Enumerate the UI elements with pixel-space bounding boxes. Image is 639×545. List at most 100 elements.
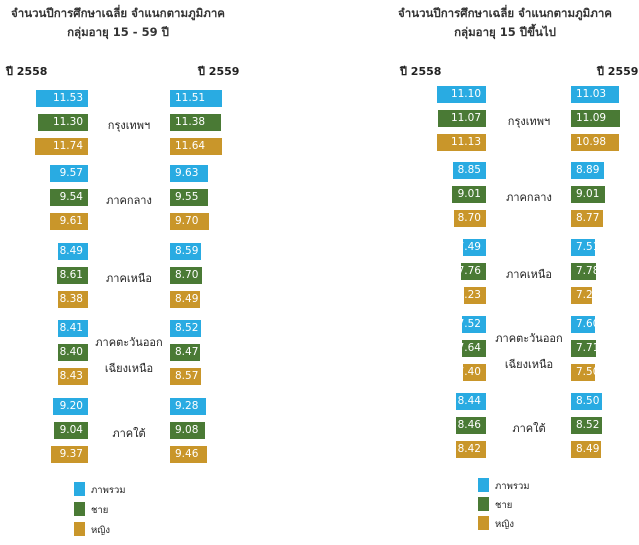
- bar-value-label: 9.70: [175, 215, 199, 227]
- legend-swatch: [478, 497, 489, 511]
- region-label: ภาคกลาง: [106, 193, 152, 207]
- legend-label: ภาพรวม: [91, 485, 126, 496]
- bar-value-label: 9.61: [59, 215, 83, 227]
- bar-2558: 11.07: [438, 110, 486, 127]
- bar-2559: 8.59: [170, 243, 201, 260]
- bar-2559: 9.55: [170, 189, 208, 206]
- bar-value-label: 9.01: [576, 188, 600, 200]
- legend-label: หญิง: [91, 525, 110, 536]
- bar-value-label: 7.64: [457, 342, 481, 354]
- region-label: ภาคเหนือ: [506, 267, 552, 281]
- bar-value-label: 8.47: [175, 346, 199, 358]
- region-label: ภาคตะวันออก: [495, 331, 563, 345]
- bar-value-label: 7.40: [457, 366, 481, 378]
- bar-2558: 11.30: [38, 114, 88, 131]
- region-label: ภาคใต้: [112, 426, 146, 440]
- legend-label: ภาพรวม: [495, 481, 530, 492]
- bar-2558: 7.64: [458, 340, 486, 357]
- legend-swatch: [478, 516, 489, 530]
- bar-2558: 8.61: [57, 267, 88, 284]
- bar-value-label: 11.13: [450, 136, 481, 148]
- bar-value-label: 8.50: [576, 395, 600, 407]
- bar-value-label: 8.59: [175, 245, 199, 257]
- left-year-label: ปี 2558: [400, 65, 442, 78]
- bar-2558: 11.10: [437, 86, 486, 103]
- legend-label: หญิง: [495, 519, 514, 530]
- bar-2558: 7.23: [458, 287, 486, 304]
- bar-value-label: 8.41: [59, 322, 83, 334]
- bar-2559: 7.60: [571, 316, 599, 333]
- bar-value-label: 8.42: [457, 443, 481, 455]
- bar-value-label: 8.40: [59, 346, 83, 358]
- bar-2559: 8.49: [571, 441, 601, 458]
- legend-swatch: [478, 478, 489, 492]
- legend-swatch: [74, 502, 85, 516]
- bar-2559: 10.98: [571, 134, 619, 151]
- bar-2558: 7.40: [458, 364, 486, 381]
- bar-value-label: 8.43: [59, 370, 83, 382]
- bar-value-label: 7.49: [457, 241, 481, 253]
- legend-label: ชาย: [91, 505, 109, 516]
- bar-2559: 7.71: [571, 340, 599, 357]
- bar-2559: 9.08: [170, 422, 205, 439]
- bar-2559: 8.47: [170, 344, 200, 361]
- bar-value-label: 8.44: [457, 395, 481, 407]
- bar-2559: 8.89: [571, 162, 604, 179]
- bar-value-label: 8.85: [457, 164, 481, 176]
- legend-swatch: [74, 522, 85, 536]
- bar-2559: 8.70: [170, 267, 202, 284]
- bar-2558: 11.13: [437, 134, 486, 151]
- bar-value-label: 11.09: [576, 112, 607, 124]
- bar-value-label: 9.63: [175, 167, 199, 179]
- bar-2558: 8.46: [456, 417, 486, 434]
- bar-2559: 7.78: [571, 263, 599, 280]
- bar-value-label: 9.28: [175, 400, 199, 412]
- chart-title: จำนวนปีการศึกษาเฉลี่ย จำแนกตามภูมิภาค: [398, 6, 612, 20]
- bar-2558: 7.52: [458, 316, 486, 333]
- right-year-label: ปี 2559: [597, 65, 639, 78]
- bar-value-label: 7.50: [576, 366, 600, 378]
- bar-2559: 9.28: [170, 398, 206, 415]
- bar-2558: 8.38: [58, 291, 88, 308]
- bar-2559: 8.49: [170, 291, 200, 308]
- bar-2559: 7.20: [571, 287, 599, 304]
- bar-2558: 11.53: [36, 90, 88, 107]
- bar-value-label: 8.46: [457, 419, 481, 431]
- bar-value-label: 9.37: [59, 448, 83, 460]
- bar-value-label: 9.46: [175, 448, 199, 460]
- bar-value-label: 7.51: [576, 241, 600, 253]
- bar-value-label: 9.54: [59, 191, 83, 203]
- bar-2559: 8.52: [170, 320, 201, 337]
- bar-2558: 7.49: [458, 239, 486, 256]
- bar-2559: 8.50: [571, 393, 602, 410]
- bar-value-label: 9.55: [175, 191, 199, 203]
- bar-2559: 8.52: [571, 417, 602, 434]
- bar-value-label: 8.89: [576, 164, 600, 176]
- region-label: ภาคใต้: [512, 421, 546, 435]
- bar-value-label: 8.57: [175, 370, 199, 382]
- bar-value-label: 11.38: [175, 116, 206, 128]
- bar-value-label: 8.49: [59, 245, 83, 257]
- bar-2558: 8.42: [456, 441, 486, 458]
- bar-value-label: 9.01: [457, 188, 481, 200]
- bar-2558: 9.20: [53, 398, 88, 415]
- bar-2558: 8.49: [58, 243, 88, 260]
- bar-2558: 9.37: [51, 446, 88, 463]
- bar-2559: 7.50: [571, 364, 599, 381]
- region-label: ภาคเหนือ: [106, 271, 152, 285]
- bar-value-label: 9.08: [175, 424, 199, 436]
- bar-value-label: 8.70: [457, 212, 481, 224]
- bar-value-label: 7.52: [457, 318, 481, 330]
- bar-value-label: 10.98: [576, 136, 607, 148]
- bar-2558: 9.57: [50, 165, 88, 182]
- bar-2558: 8.44: [456, 393, 486, 410]
- bar-value-label: 11.51: [175, 92, 206, 104]
- bar-value-label: 8.49: [175, 293, 199, 305]
- bar-value-label: 11.30: [52, 116, 83, 128]
- bar-value-label: 11.64: [175, 140, 206, 152]
- bar-value-label: 8.70: [175, 269, 199, 281]
- bar-value-label: 8.49: [576, 443, 600, 455]
- bar-value-label: 11.10: [450, 88, 481, 100]
- bar-value-label: 11.07: [450, 112, 481, 124]
- region-label: เฉียงเหนือ: [504, 357, 554, 371]
